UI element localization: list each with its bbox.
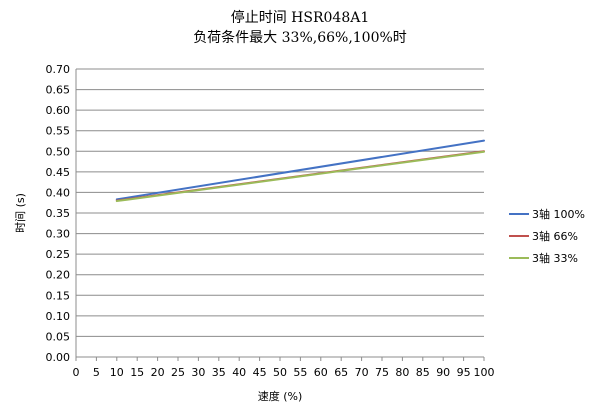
x-tick-labels: 0 5 10 15 20 25 30 35 40 45 50 55 60 65 70 75 80 85 90 95 10… — [73, 366, 495, 379]
series-line-0 — [115, 139, 485, 201]
legend-label: 3轴 33% — [532, 251, 578, 265]
x-tick-label: 35 — [212, 366, 226, 379]
legend-label: 3轴 66% — [532, 229, 578, 243]
x-tick-label: 90 — [436, 366, 450, 379]
chart-subtitle: 负荷条件最大 33%,66%,100%时 — [193, 29, 407, 46]
y-tick-labels: 0.00 0.05 0.10 0.15 0.20 0.25 0.30 0.35 0.40 0.45… — [46, 63, 71, 364]
x-tick-label: 25 — [171, 366, 185, 379]
x-tick-label: 15 — [130, 366, 144, 379]
x-tick-label: 20 — [151, 366, 165, 379]
x-tick-label: 95 — [457, 366, 471, 379]
x-tick-label: 100 — [474, 366, 495, 379]
x-tick-label: 30 — [191, 366, 205, 379]
x-tick-label: 10 — [110, 366, 124, 379]
x-axis-label: 速度 (%) — [258, 389, 303, 403]
y-tick-label: 0.15 — [46, 289, 71, 302]
y-tick-label: 0.60 — [46, 104, 71, 117]
legend: 3轴 100% 3轴 66% 3轴 33% — [509, 207, 585, 265]
y-tick-label: 0.35 — [46, 207, 71, 220]
x-tick-label: 75 — [375, 366, 389, 379]
y-tick-label: 0.70 — [46, 63, 71, 76]
x-tick-label: 0 — [73, 366, 80, 379]
x-tick-label: 60 — [314, 366, 328, 379]
y-tick-label: 0.65 — [46, 84, 71, 97]
y-tick-label: 0.05 — [46, 330, 71, 343]
gridlines — [76, 68, 484, 358]
y-tick-label: 0.30 — [46, 228, 71, 241]
x-tick-label: 45 — [253, 366, 267, 379]
series-line-2 — [115, 150, 485, 203]
y-tick-label: 0.40 — [46, 186, 71, 199]
x-tick-label: 55 — [293, 366, 307, 379]
x-tick-label: 50 — [273, 366, 287, 379]
legend-label: 3轴 100% — [532, 207, 585, 221]
x-tick-label: 70 — [355, 366, 369, 379]
y-tick-label: 0.55 — [46, 125, 71, 138]
y-tick-label: 0.00 — [46, 351, 71, 364]
x-tick-label: 85 — [416, 366, 430, 379]
y-tick-label: 0.50 — [46, 145, 71, 158]
x-tick-label: 5 — [93, 366, 100, 379]
x-tick-label: 80 — [395, 366, 409, 379]
y-tick-label: 0.25 — [46, 248, 71, 261]
y-tick-label: 0.45 — [46, 166, 71, 179]
y-axis-label: 时间 (s) — [14, 193, 27, 233]
y-tick-label: 0.20 — [46, 269, 71, 282]
axes — [75, 69, 485, 361]
x-tick-label: 40 — [232, 366, 246, 379]
series-lines — [115, 139, 485, 203]
y-tick-label: 0.10 — [46, 310, 71, 323]
x-tick-label: 65 — [334, 366, 348, 379]
chart-title: 停止时间 HSR048A1 — [231, 9, 370, 26]
